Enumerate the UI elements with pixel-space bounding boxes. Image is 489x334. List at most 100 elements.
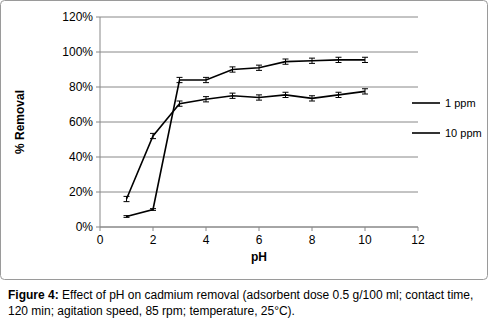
x-axis — [100, 227, 418, 228]
y-tick — [96, 227, 100, 228]
x-tick — [259, 227, 260, 231]
error-bar — [256, 65, 262, 70]
error-bar — [203, 77, 209, 82]
error-stem — [312, 96, 313, 101]
error-bar — [309, 58, 315, 63]
error-bar — [309, 96, 315, 101]
error-cap — [177, 82, 183, 83]
error-cap — [203, 96, 209, 97]
error-cap — [283, 59, 289, 60]
x-tick — [100, 227, 101, 231]
plot-marks — [124, 57, 369, 217]
error-cap — [256, 65, 262, 66]
error-bar — [124, 196, 130, 201]
caption-label: Figure 4: — [8, 288, 59, 302]
legend-line — [412, 132, 440, 134]
x-tick — [153, 227, 154, 231]
error-cap — [362, 88, 368, 89]
error-stem — [126, 196, 127, 201]
error-cap — [362, 57, 368, 58]
error-cap — [150, 210, 156, 211]
error-cap — [203, 101, 209, 102]
grid-line — [100, 52, 418, 53]
y-tick-label: 100% — [62, 45, 93, 59]
error-cap — [283, 92, 289, 93]
error-cap — [124, 201, 130, 202]
x-tick — [206, 227, 207, 231]
x-tick — [418, 227, 419, 231]
error-stem — [206, 97, 207, 102]
error-bar — [177, 101, 183, 106]
error-bar — [283, 59, 289, 64]
y-tick — [96, 192, 100, 193]
grid-line — [100, 122, 418, 123]
error-stem — [338, 57, 339, 62]
error-cap — [309, 63, 315, 64]
error-bar — [362, 89, 368, 94]
error-cap — [256, 100, 262, 101]
error-cap — [283, 97, 289, 98]
error-bar — [230, 67, 236, 72]
error-cap — [177, 77, 183, 78]
error-bar — [256, 95, 262, 100]
y-tick-label: 80% — [69, 80, 93, 94]
error-bar — [203, 97, 209, 102]
error-cap — [309, 101, 315, 102]
y-axis-title: % Removal — [13, 90, 27, 154]
y-tick — [96, 17, 100, 18]
error-stem — [232, 93, 233, 98]
error-stem — [285, 92, 286, 97]
error-cap — [150, 138, 156, 139]
chart-frame — [1, 1, 488, 280]
series-line — [127, 91, 366, 199]
error-stem — [365, 57, 366, 62]
error-cap — [256, 70, 262, 71]
error-cap — [124, 217, 130, 218]
error-stem — [179, 77, 180, 82]
error-cap — [336, 92, 342, 93]
error-stem — [153, 133, 154, 138]
x-tick-label: 0 — [97, 233, 104, 247]
error-cap — [362, 94, 368, 95]
y-tick — [96, 52, 100, 53]
error-cap — [230, 66, 236, 67]
error-stem — [312, 58, 313, 63]
error-cap — [177, 106, 183, 107]
error-bar — [230, 93, 236, 98]
caption-text: Effect of pH on cadmium removal (adsorbe… — [8, 288, 473, 318]
error-cap — [124, 215, 130, 216]
error-bar — [150, 133, 156, 138]
error-bar — [177, 77, 183, 82]
error-cap — [230, 98, 236, 99]
error-stem — [179, 101, 180, 106]
x-tick-label: 12 — [411, 233, 425, 247]
x-tick-label: 4 — [203, 233, 210, 247]
y-tick-label: 20% — [69, 185, 93, 199]
x-tick — [365, 227, 366, 231]
grid-line — [100, 227, 418, 228]
grid-line — [100, 157, 418, 158]
error-cap — [177, 101, 183, 102]
error-stem — [338, 92, 339, 97]
error-cap — [336, 97, 342, 98]
series-line — [127, 60, 366, 217]
error-stem — [232, 67, 233, 72]
y-tick — [96, 122, 100, 123]
y-tick-label: 120% — [62, 10, 93, 24]
error-cap — [362, 62, 368, 63]
figure: 0%20%40%60%80%100%120%024681012pH% Remov… — [0, 0, 489, 334]
error-cap — [203, 77, 209, 78]
error-bar — [336, 57, 342, 62]
error-cap — [283, 64, 289, 65]
legend-label: 10 ppm — [445, 127, 482, 139]
error-cap — [150, 133, 156, 134]
error-stem — [365, 89, 366, 94]
grid-line — [100, 87, 418, 88]
error-cap — [256, 94, 262, 95]
caption: Figure 4: Effect of pH on cadmium remova… — [8, 287, 478, 319]
grid-line — [100, 192, 418, 193]
error-bar — [336, 92, 342, 97]
x-tick-label: 6 — [256, 233, 263, 247]
grid-line — [100, 17, 418, 18]
x-tick-label: 8 — [309, 233, 316, 247]
